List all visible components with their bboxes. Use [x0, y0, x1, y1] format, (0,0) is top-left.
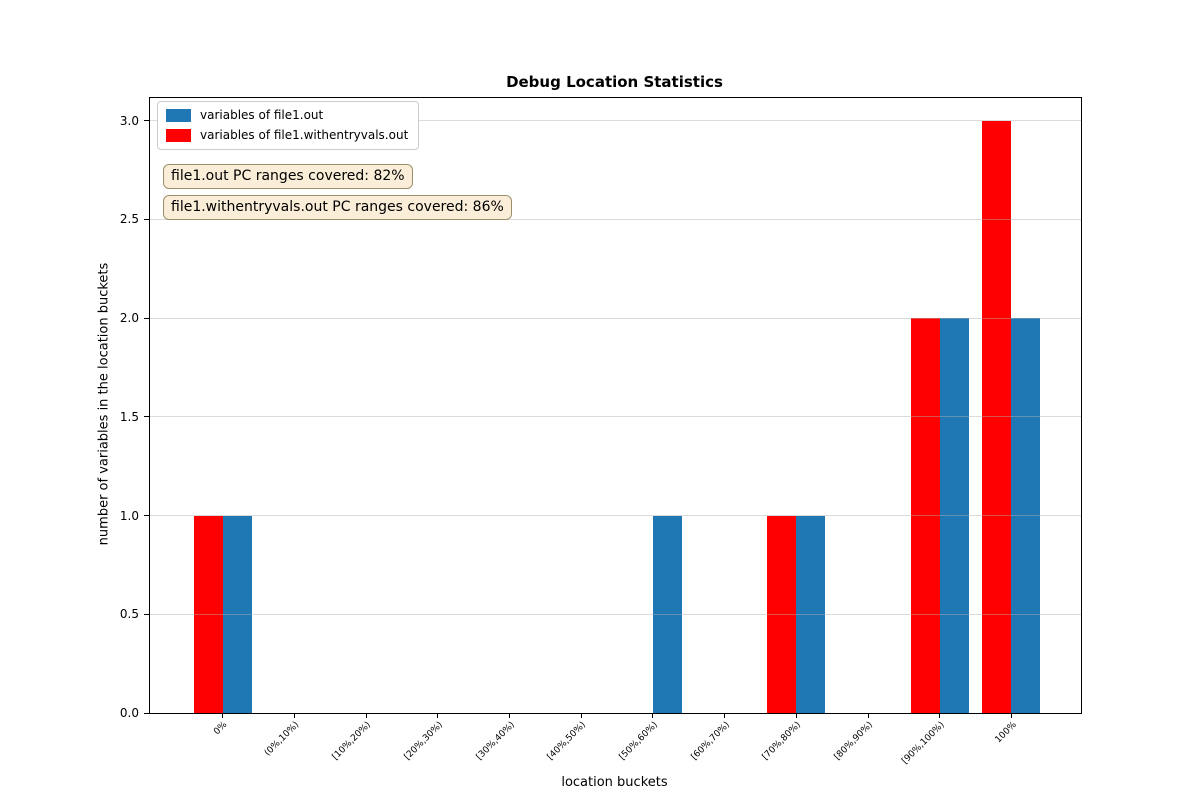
gridline	[150, 218, 1081, 220]
x-tick-mark	[1010, 713, 1012, 718]
x-tick-mark	[293, 713, 295, 718]
x-tick-label: [60%,70%)	[689, 720, 732, 763]
bar	[222, 515, 252, 713]
x-tick-label: [10%,20%)	[330, 720, 374, 763]
legend-swatch-red	[166, 128, 191, 142]
x-tick-mark	[222, 713, 224, 718]
x-tick-mark	[437, 713, 439, 718]
y-tick-mark	[144, 416, 150, 418]
gridline	[150, 416, 1081, 418]
x-tick-mark	[939, 713, 941, 718]
annotation-coverage-file1: file1.out PC ranges covered: 82%	[163, 164, 413, 189]
x-tick-label: [80%,90%)	[832, 720, 876, 763]
annotation-coverage-file1-withentryvals: file1.withentryvals.out PC ranges covere…	[163, 195, 512, 220]
x-axis-label: location buckets	[561, 775, 668, 790]
x-tick-label: [30%,40%)	[474, 720, 517, 763]
x-tick-label: [90%,100%)	[900, 720, 947, 767]
x-tick-label: [50%,60%)	[617, 720, 660, 763]
bar	[982, 120, 1012, 713]
bar	[796, 515, 826, 713]
y-tick-mark	[144, 218, 150, 220]
gridline	[150, 613, 1081, 615]
y-tick-label: 2.5	[119, 212, 139, 227]
y-tick-label: 0.0	[119, 706, 139, 720]
gridline	[150, 515, 1081, 517]
x-tick-label: 100%	[993, 720, 1019, 746]
x-tick-mark	[365, 713, 367, 718]
bar	[1011, 318, 1041, 713]
legend-label: variables of file1.withentryvals.out	[200, 128, 409, 142]
gridline	[150, 317, 1081, 319]
legend-item: variables of file1.out	[166, 108, 408, 122]
bar	[939, 318, 969, 713]
x-tick-label: [40%,50%)	[545, 720, 589, 763]
x-tick-mark	[724, 713, 726, 718]
y-tick-label: 3.0	[119, 113, 139, 128]
gridline	[150, 120, 1081, 122]
plot-area: 0.0 0.5 1.0 1.5 2.0 2.5 3.0 0% (0%,10%) [10%,20%)…	[120, 97, 1082, 766]
x-tick-mark	[867, 713, 869, 718]
x-tick-label: (0%,10%)	[263, 720, 302, 759]
x-tick-label: 0%	[212, 720, 230, 738]
chart-title: Debug Location Statistics	[506, 73, 723, 91]
y-tick-mark	[144, 120, 150, 121]
y-tick-label: 1.0	[119, 508, 139, 523]
x-tick-mark	[509, 713, 510, 718]
legend-swatch-blue	[166, 108, 191, 122]
x-tick-label: [70%,80%)	[761, 720, 804, 763]
y-tick-mark	[144, 613, 150, 615]
x-tick-mark	[580, 713, 582, 718]
x-tick-label: [20%,30%)	[402, 720, 445, 763]
y-tick-label: 2.0	[119, 311, 139, 325]
legend-label: variables of file1.out	[200, 108, 324, 122]
legend: variables of file1.out variables of file…	[157, 101, 420, 150]
y-tick-mark	[144, 712, 150, 714]
bar	[193, 515, 223, 713]
y-tick-mark	[144, 317, 150, 319]
bar	[767, 515, 797, 713]
legend-item: variables of file1.withentryvals.out	[166, 128, 408, 142]
y-tick-label: 0.5	[119, 607, 139, 622]
y-axis-label: number of variables in the location buck…	[96, 262, 112, 546]
bar	[652, 515, 682, 713]
y-tick-label: 1.5	[119, 409, 139, 424]
x-tick-mark	[795, 713, 797, 718]
bar	[910, 318, 940, 713]
x-tick-mark	[652, 713, 654, 718]
y-tick-mark	[144, 515, 150, 516]
